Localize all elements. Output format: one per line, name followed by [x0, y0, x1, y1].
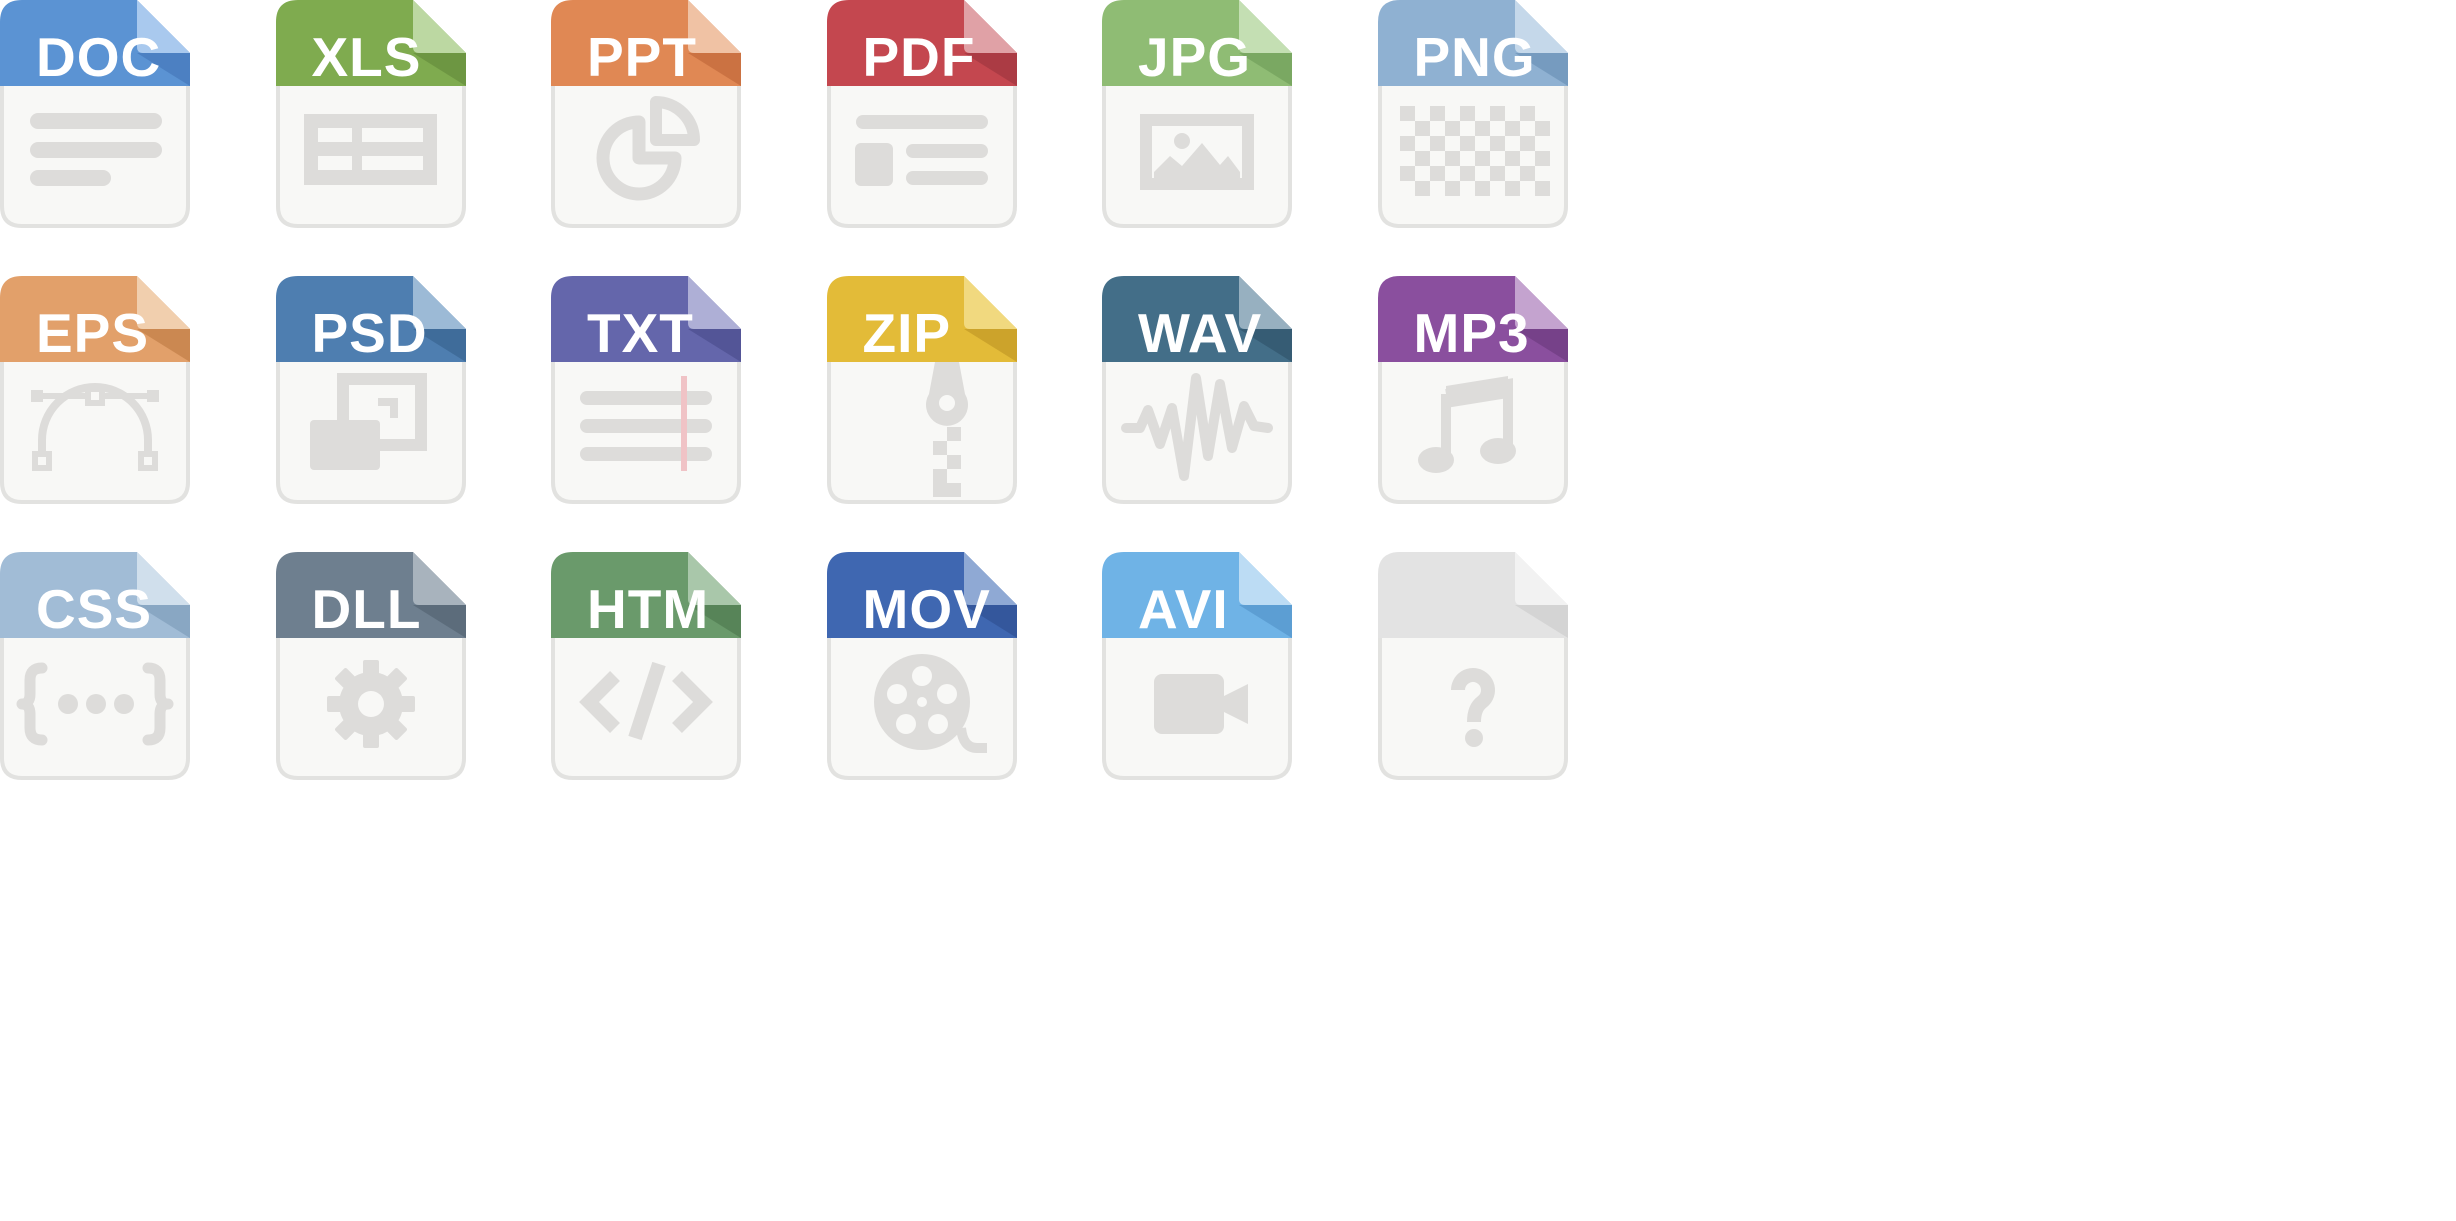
picture-icon [1102, 0, 1292, 228]
file-type-label: PNG [1413, 26, 1536, 88]
film-reel-icon [826, 552, 1017, 780]
file-type-label: CSS [36, 578, 153, 640]
file-type-label: MP3 [1413, 302, 1530, 364]
file-icon-unknown [1377, 552, 1678, 912]
file-type-label: DOC [36, 26, 162, 88]
file-type-label: PPT [587, 26, 697, 88]
file-icon-htm: HTM [551, 552, 851, 912]
bezier-curve-icon [0, 276, 190, 504]
file-icon-psd: PSD [275, 276, 576, 636]
file-type-label: MOV [862, 578, 991, 640]
checkerboard-icon [1377, 0, 1568, 228]
file-type-label: TXT [587, 302, 694, 364]
file-icon-jpg: JPG [1102, 0, 1402, 360]
file-icon-txt: TXT [551, 276, 851, 636]
file-type-label: JPG [1138, 26, 1252, 88]
text-lines-icon [551, 276, 741, 504]
document-lines-icon [0, 0, 190, 228]
curly-braces-icon [0, 552, 190, 780]
video-camera-icon [1102, 552, 1292, 780]
file-icon-eps: EPS [0, 276, 300, 636]
layers-icon [275, 276, 466, 504]
file-type-label: AVI [1138, 578, 1229, 640]
file-type-label: WAV [1138, 302, 1263, 364]
file-icon-pdf: PDF [826, 0, 1127, 360]
gear-icon [275, 552, 466, 780]
question-mark-icon [1377, 552, 1568, 780]
waveform-icon [1102, 276, 1292, 504]
pie-chart-icon [551, 0, 741, 228]
file-type-label: HTM [587, 578, 710, 640]
file-type-label: ZIP [862, 302, 952, 364]
file-icon-xls: XLS [275, 0, 576, 360]
file-icon-ppt: PPT [551, 0, 851, 360]
file-type-label: DLL [311, 578, 422, 640]
layout-icon [826, 0, 1017, 228]
file-type-label: PDF [862, 26, 976, 88]
file-icon-dll: DLL [275, 552, 576, 912]
file-type-label: EPS [36, 302, 150, 364]
file-icon-wav: WAV [1102, 276, 1402, 636]
code-brackets-icon [551, 552, 741, 780]
spreadsheet-icon [275, 0, 466, 228]
file-icon-doc: DOC [0, 0, 300, 360]
zipper-icon [826, 276, 1017, 504]
file-icon-mp3: MP3 [1377, 276, 1678, 636]
file-type-label: PSD [311, 302, 428, 364]
file-icon-zip: ZIP [826, 276, 1127, 636]
file-icon-mov: MOV [826, 552, 1127, 912]
file-icon-css: CSS [0, 552, 300, 912]
music-note-icon [1377, 276, 1568, 504]
file-icon-png: PNG [1377, 0, 1678, 360]
file-type-label: XLS [311, 26, 422, 88]
file-icon-avi: AVI [1102, 552, 1402, 912]
